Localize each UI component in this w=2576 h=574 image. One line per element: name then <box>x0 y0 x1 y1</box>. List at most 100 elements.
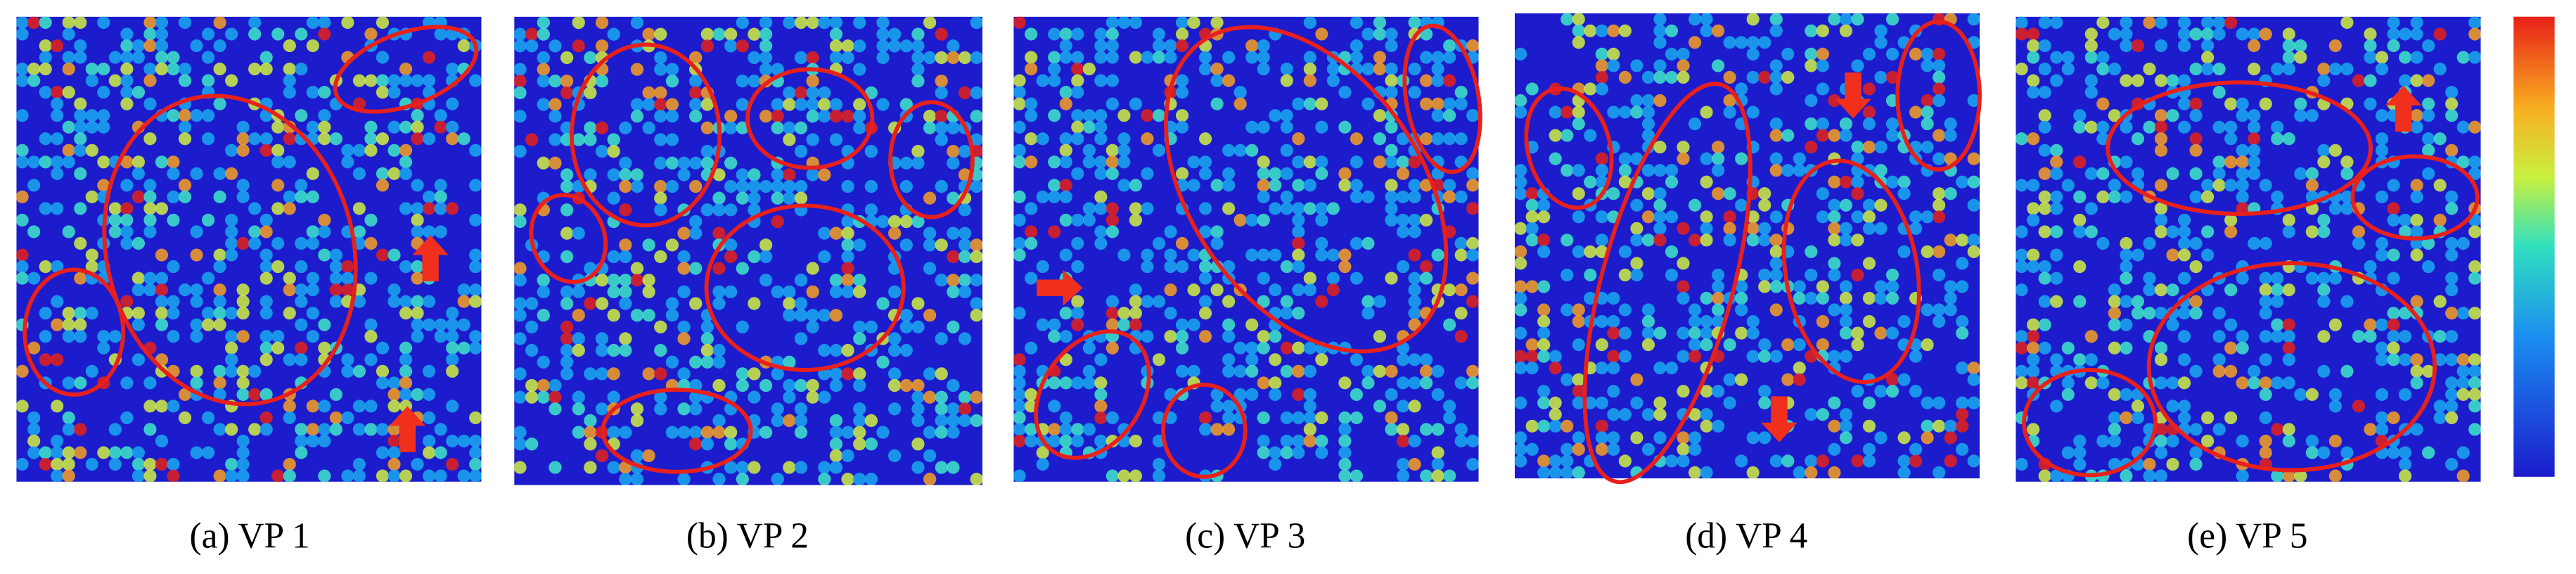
heat-spot <box>62 376 75 390</box>
heat-spot <box>2084 120 2098 134</box>
heat-spot <box>748 297 761 310</box>
heat-spot <box>213 260 226 274</box>
heat-spot <box>1175 330 1189 343</box>
heat-spot <box>1106 167 1119 180</box>
heat-spot <box>1408 457 1421 471</box>
heat-spot <box>560 343 574 357</box>
heat-spot <box>1129 307 1143 320</box>
heat-spot <box>876 27 890 41</box>
heat-spot <box>271 179 285 192</box>
heat-spot <box>423 388 436 401</box>
heat-spot <box>1106 51 1119 64</box>
heat-spot <box>899 378 913 393</box>
heat-spot <box>2073 353 2087 366</box>
heat-spot <box>201 446 215 459</box>
heat-spot <box>120 202 134 215</box>
ellipse <box>570 42 722 228</box>
heat-spot <box>387 120 401 134</box>
heat-spot <box>1198 225 1212 238</box>
heat-spot <box>642 285 655 299</box>
heat-spot <box>1338 434 1352 448</box>
heat-spot <box>1769 257 1783 270</box>
heat-spot <box>572 390 585 404</box>
heat-spot <box>1094 120 1108 134</box>
heat-spot <box>1152 457 1166 471</box>
heat-spot <box>259 144 273 157</box>
heat-spot <box>1187 364 1200 378</box>
heat-spot <box>1141 295 1154 308</box>
heat-spot <box>748 179 761 193</box>
heat-spot <box>876 98 890 111</box>
ellipse <box>1402 23 1482 174</box>
heat-spot <box>1769 129 1783 142</box>
heat-spot <box>887 39 902 53</box>
heat-spot <box>607 133 620 146</box>
heat-spot <box>677 156 691 170</box>
heat-spot <box>39 446 52 459</box>
heat-spot <box>1641 70 1655 84</box>
heat-spot <box>143 213 157 227</box>
heat-spot <box>225 144 238 157</box>
heat-spot <box>399 62 413 76</box>
heat-spot <box>341 260 354 274</box>
heat-spot <box>1292 179 1305 192</box>
heat-spot <box>120 295 134 308</box>
heat-spot <box>2248 120 2261 134</box>
heat-spot <box>341 272 354 285</box>
heat-spot <box>1839 198 1853 212</box>
heat-spot <box>1071 62 1084 76</box>
heat-spot <box>1514 94 1527 108</box>
heat-spot <box>1653 70 1667 84</box>
heat-spot <box>283 39 296 53</box>
heat-spot <box>1688 350 1702 363</box>
heat-spot <box>1431 51 1444 64</box>
heat-spot <box>51 132 64 146</box>
heat-spot <box>2398 74 2412 87</box>
heat-spot <box>259 248 273 262</box>
heat-spot <box>1525 222 1539 235</box>
ellipse <box>529 193 608 284</box>
heat-spot <box>700 39 714 53</box>
heat-spot <box>306 400 319 413</box>
heat-spot <box>108 423 122 436</box>
heat-spot <box>677 332 691 345</box>
heat-spot <box>2154 446 2168 459</box>
heat-spot <box>1514 175 1527 189</box>
heat-spot <box>1828 442 1841 456</box>
heat-spot <box>120 97 134 110</box>
heat-spot <box>712 203 726 217</box>
heat-spot <box>549 378 562 393</box>
heat-spot <box>2340 190 2354 203</box>
heat-spot <box>201 51 215 64</box>
heat-spot <box>1700 419 1713 433</box>
heat-spot <box>1420 51 1433 64</box>
heat-spot <box>2398 51 2412 64</box>
heat-spot <box>759 39 773 53</box>
heat-spot <box>74 330 87 343</box>
heat-spot <box>642 27 655 41</box>
heat-spot <box>213 364 226 378</box>
heat-spot <box>16 190 29 203</box>
heat-spot <box>584 297 597 310</box>
heat-spot <box>2445 307 2459 320</box>
heat-spot <box>2154 225 2168 238</box>
heat-spot <box>1175 318 1189 331</box>
heat-spot <box>525 438 539 451</box>
heat-spot <box>748 27 761 41</box>
heat-spot <box>1897 245 1911 258</box>
heat-spot <box>700 144 714 158</box>
heat-spot <box>1152 236 1166 250</box>
heat-spot <box>457 283 470 297</box>
heat-spot <box>947 378 960 393</box>
heat-spot <box>2433 213 2447 227</box>
heat-spot <box>783 168 796 181</box>
heat-spot <box>1572 431 1585 445</box>
heat-spot <box>771 285 784 299</box>
heat-spot <box>1175 109 1189 122</box>
heat-spot <box>1013 307 1026 320</box>
heat-spot <box>1082 364 1096 378</box>
heat-spot <box>1561 454 1574 468</box>
heat-spot <box>2108 318 2121 331</box>
heat-spot <box>1653 326 1667 340</box>
heat-spot <box>1641 442 1655 456</box>
